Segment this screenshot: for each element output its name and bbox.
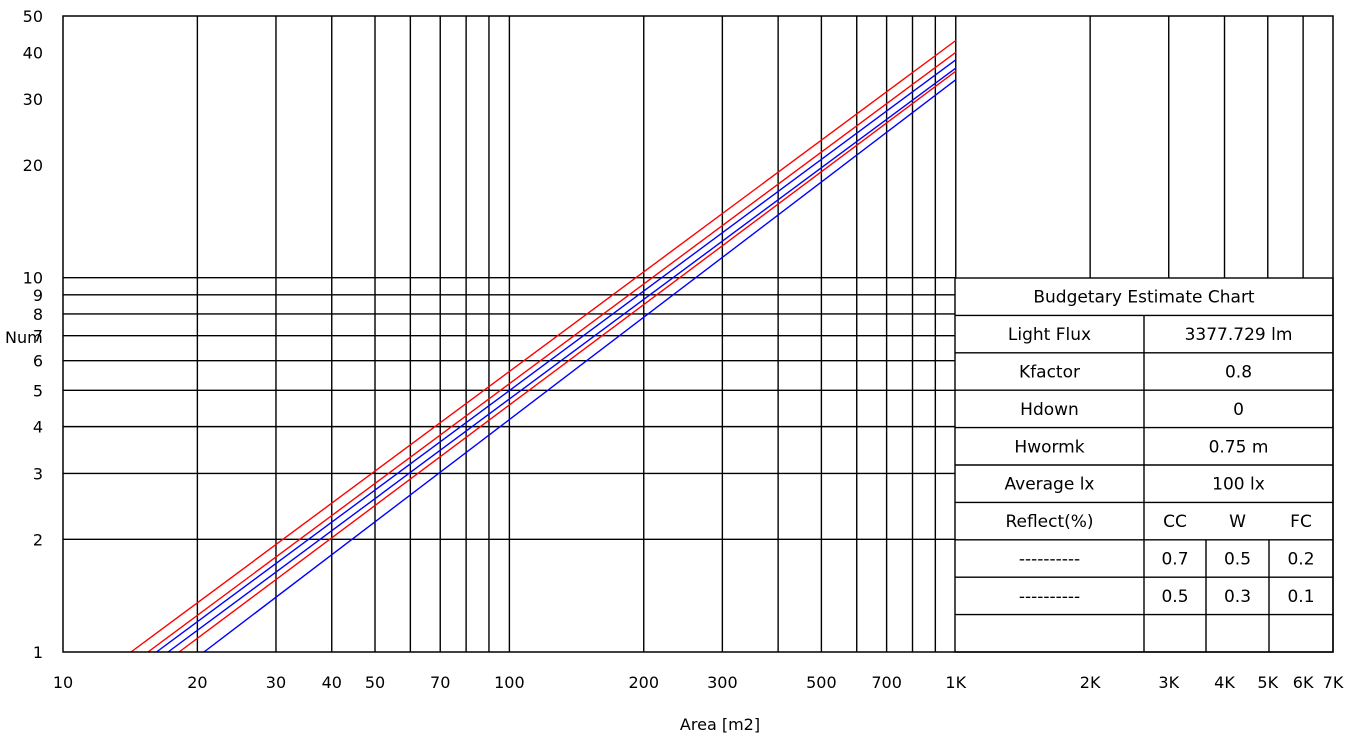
x-tick-label: 10 <box>53 673 73 692</box>
y-tick-label: 20 <box>23 156 43 175</box>
y-tick-label: 9 <box>33 286 43 305</box>
y-tick-label: 40 <box>23 43 43 62</box>
x-tick-label: 30 <box>266 673 286 692</box>
x-tick-label: 700 <box>871 673 902 692</box>
x-tick-label: 6K <box>1293 673 1314 692</box>
x-tick-label: 300 <box>707 673 738 692</box>
y-tick-label: 8 <box>33 305 43 324</box>
y-tick-label: 3 <box>33 464 43 483</box>
info-table: Budgetary Estimate Chart Light Flux 3377.7… <box>954 277 1334 653</box>
table-row-value: 0.75 m <box>1209 437 1269 457</box>
y-tick-label: 2 <box>33 530 43 549</box>
reflect-legend-line: ---------- <box>1019 550 1080 570</box>
y-tick-label: 1 <box>33 643 43 662</box>
reflect-legend-line: ---------- <box>1019 587 1080 607</box>
x-tick-label: 5K <box>1257 673 1278 692</box>
x-tick-label: 1K <box>945 673 966 692</box>
x-tick-label: 3K <box>1158 673 1179 692</box>
table-row-label: Kfactor <box>1019 363 1080 383</box>
y-tick-label: 4 <box>33 418 43 437</box>
x-tick-label: 20 <box>187 673 207 692</box>
reflect-w-value: 0.5 <box>1224 550 1251 570</box>
table-row-value: 0.8 <box>1225 363 1252 383</box>
x-tick-label: 2K <box>1080 673 1101 692</box>
reflect-fc-value: 0.2 <box>1287 550 1314 570</box>
reflect-w-value: 0.3 <box>1224 587 1251 607</box>
table-row-value: 100 lx <box>1212 475 1265 495</box>
y-tick-label: 30 <box>23 90 43 109</box>
reflect-cc-value: 0.7 <box>1161 550 1188 570</box>
y-tick-label: 6 <box>33 352 43 371</box>
grid <box>63 16 1304 652</box>
y-tick-label: 7 <box>33 327 43 346</box>
reflect-cc-value: 0.5 <box>1161 587 1188 607</box>
series-line <box>203 79 957 653</box>
x-tick-label: 70 <box>430 673 450 692</box>
series-line <box>178 70 957 653</box>
x-tick-labels: 10 20 30 40 50 70 100 200 300 500 700 1K 2K 3K 4K 5K 6K 7… <box>53 673 1344 692</box>
series-lines <box>130 39 957 653</box>
series-line <box>156 59 957 653</box>
reflect-header-w: W <box>1229 512 1246 532</box>
x-tick-label: 50 <box>365 673 385 692</box>
table-row-label: Light Flux <box>1008 325 1091 345</box>
x-tick-label: 100 <box>494 673 525 692</box>
plot-frame <box>62 15 1334 653</box>
x-tick-label: 500 <box>806 673 837 692</box>
x-tick-label: 4K <box>1214 673 1235 692</box>
reflect-header-label: Reflect(%) <box>1005 512 1093 532</box>
table-row-value: 3377.729 lm <box>1185 325 1293 345</box>
x-axis-title: Area [m2] <box>680 715 760 734</box>
x-tick-label: 7K <box>1323 673 1344 692</box>
y-tick-label: 10 <box>23 269 43 288</box>
reflect-header-fc: FC <box>1290 512 1312 532</box>
table-row-label: Hdown <box>1020 400 1079 420</box>
series-line <box>167 67 957 653</box>
series-line <box>147 51 957 653</box>
table-row-value: 0 <box>1233 400 1244 420</box>
series-line <box>130 39 957 653</box>
table-row-label: Hwormk <box>1014 437 1084 457</box>
table-title: Budgetary Estimate Chart <box>1033 288 1255 308</box>
y-tick-label: 50 <box>23 7 43 26</box>
y-tick-label: 5 <box>33 381 43 400</box>
x-tick-label: 40 <box>322 673 342 692</box>
reflect-header-cc: CC <box>1163 512 1187 532</box>
reflect-fc-value: 0.1 <box>1287 587 1314 607</box>
x-tick-label: 200 <box>628 673 659 692</box>
y-axis-title: Num <box>5 328 43 347</box>
table-row-label: Average lx <box>1005 475 1095 495</box>
